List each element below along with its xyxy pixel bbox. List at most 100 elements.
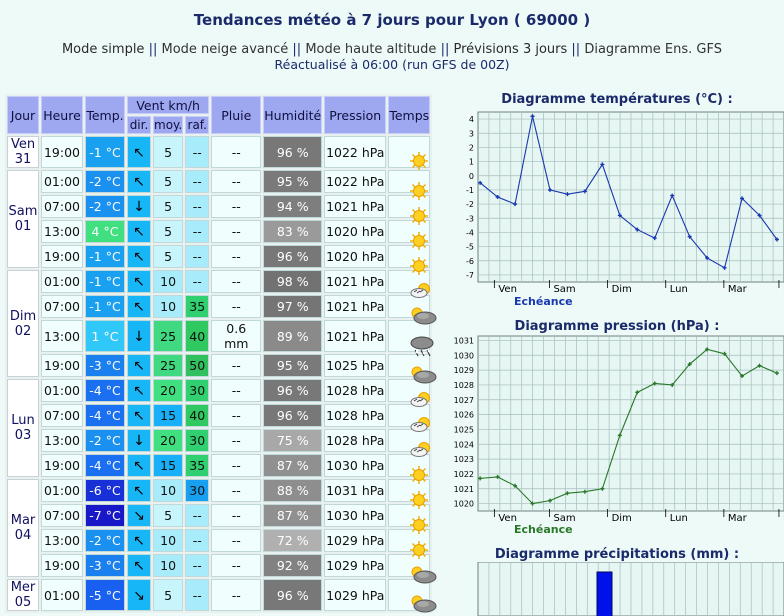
- pressure-cell: 1021 hPa: [324, 320, 387, 352]
- x-tick-label: M: [783, 284, 784, 295]
- wind-gust-cell: 35: [185, 295, 210, 318]
- forecast-row: Dim 02 01:00 -1 °C ↖ 10 -- -- 98 % 1021 hPa: [7, 270, 431, 377]
- rain-cell: --: [211, 136, 262, 168]
- rain-cell: --: [211, 579, 262, 611]
- y-tick-label: -4: [466, 228, 474, 237]
- mode-altitude-link[interactable]: Mode haute altitude: [305, 42, 437, 57]
- data-point: [600, 162, 605, 167]
- wind-direction-cell: ↖: [127, 270, 151, 293]
- y-tick-label: 1028: [454, 381, 474, 390]
- rain-cell: --: [211, 429, 262, 452]
- weather-cell: [388, 270, 431, 298]
- wind-gust-cell: 30: [185, 379, 210, 402]
- pressure-cell: 1021 hPa: [324, 295, 387, 318]
- data-point: [670, 193, 675, 198]
- data-point: [757, 363, 762, 368]
- data-point: [565, 192, 570, 197]
- day-number: 31: [14, 152, 32, 167]
- x-tick-label: M: [783, 513, 784, 524]
- weather-cell: [388, 320, 434, 357]
- data-point: [722, 265, 727, 270]
- wind-direction-cell: ↖: [127, 479, 151, 502]
- wind-direction-cell: ↖: [127, 220, 151, 243]
- hour-cell: 19:00: [41, 354, 83, 377]
- weather-cell: [388, 136, 431, 170]
- y-tick-label: -2: [466, 200, 474, 209]
- wind-direction-cell: ↖: [127, 170, 151, 193]
- data-point: [495, 195, 500, 199]
- humidity-cell: 89 %: [263, 320, 323, 352]
- weather-cell: [388, 295, 437, 324]
- x-tick-label: Mar: [728, 284, 748, 295]
- wind-direction-cell: ↖: [127, 454, 151, 477]
- hour-cell: 01:00: [41, 579, 83, 611]
- header-temp: Temp.: [85, 96, 125, 134]
- y-tick-label: 1021: [454, 485, 474, 494]
- wind-average-cell: 20: [153, 379, 184, 402]
- wind-arrow-icon: ↖: [133, 144, 145, 161]
- pressure-cell: 1028 hPa: [324, 404, 387, 427]
- wind-average-cell: 25: [153, 354, 184, 377]
- temperature-cell: -1 °C: [85, 136, 125, 168]
- header-vent: Vent km/h: [127, 96, 210, 114]
- diagramme-ens-gfs-link[interactable]: Diagramme Ens. GFS: [584, 42, 723, 57]
- wind-arrow-icon: ↖: [133, 358, 145, 374]
- wind-average-cell: 5: [153, 245, 184, 268]
- y-tick-label: -1: [466, 186, 474, 195]
- pressure-cell: 1030 hPa: [324, 504, 387, 527]
- forecast-row: 19:00 -3 °C ↖ 25 50 -- 95 % 1025 hPa: [7, 354, 437, 383]
- rain-cell: --: [211, 270, 262, 293]
- day-name: Mar: [10, 513, 36, 528]
- data-point: [740, 374, 745, 379]
- weather-cell: [388, 504, 431, 534]
- rain-cell: --: [211, 220, 262, 243]
- day-cell: Ven 31: [7, 136, 39, 168]
- header-moy: moy.: [153, 116, 184, 134]
- mode-simple-link[interactable]: Mode simple: [61, 42, 145, 57]
- hour-cell: 19:00: [41, 245, 83, 268]
- day-name: Lun: [11, 413, 35, 428]
- forecast-row: 13:00 -2 °C ↓ 20 30 -- 75 % 1028 hPa: [7, 429, 431, 457]
- data-point: [495, 474, 500, 479]
- precipitation-chart: [477, 562, 784, 616]
- hour-cell: 07:00: [41, 404, 83, 427]
- humidity-cell: 92 %: [263, 554, 323, 577]
- forecast-row: 07:00 -1 °C ↖ 10 35 -- 97 % 1021 hPa: [7, 295, 437, 324]
- wind-average-cell: 15: [153, 404, 184, 427]
- data-point: [513, 483, 518, 488]
- wind-average-cell: 15: [153, 454, 184, 477]
- forecast-body: Ven 31 19:00 -1 °C ↖ 5 -- -- 96 % 1022 hPa Sam 01 01…: [7, 136, 437, 613]
- temperature-cell: -7 °C: [85, 504, 125, 527]
- temperature-cell: -3 °C: [85, 354, 125, 377]
- wind-average-cell: 10: [153, 295, 184, 318]
- wind-arrow-icon: ↖: [133, 299, 145, 315]
- wind-direction-cell: ↖: [127, 245, 151, 268]
- weather-cell: [388, 354, 437, 383]
- data-point: [774, 237, 779, 242]
- weather-cell: [388, 454, 431, 484]
- wind-average-cell: 5: [153, 195, 184, 218]
- wind-arrow-icon: ↖: [133, 249, 145, 265]
- temperature-cell: -3 °C: [85, 554, 125, 577]
- rain-cell: --: [211, 170, 262, 193]
- humidity-cell: 97 %: [263, 295, 323, 318]
- humidity-cell: 96 %: [263, 579, 323, 611]
- rain-cell: --: [211, 354, 262, 377]
- humidity-cell: 95 %: [263, 354, 323, 377]
- pressure-cell: 1030 hPa: [324, 454, 387, 477]
- wind-average-cell: 10: [153, 529, 184, 552]
- wind-direction-cell: ↖: [127, 554, 151, 577]
- day-name: Sam: [8, 204, 38, 219]
- wind-arrow-icon: ↘: [133, 587, 145, 604]
- wind-average-cell: 5: [153, 220, 184, 243]
- y-tick-label: 1025: [454, 425, 474, 434]
- previsions-3-jours-link[interactable]: Prévisions 3 jours: [453, 42, 568, 57]
- rain-cell: --: [211, 479, 262, 502]
- wind-gust-cell: --: [185, 529, 210, 552]
- day-name: Mer: [10, 580, 36, 595]
- humidity-cell: 95 %: [263, 170, 323, 193]
- weather-cell: [388, 195, 431, 225]
- mode-neige-link[interactable]: Mode neige avancé: [161, 42, 289, 57]
- day-number: 02: [14, 323, 32, 339]
- hour-cell: 01:00: [41, 479, 83, 502]
